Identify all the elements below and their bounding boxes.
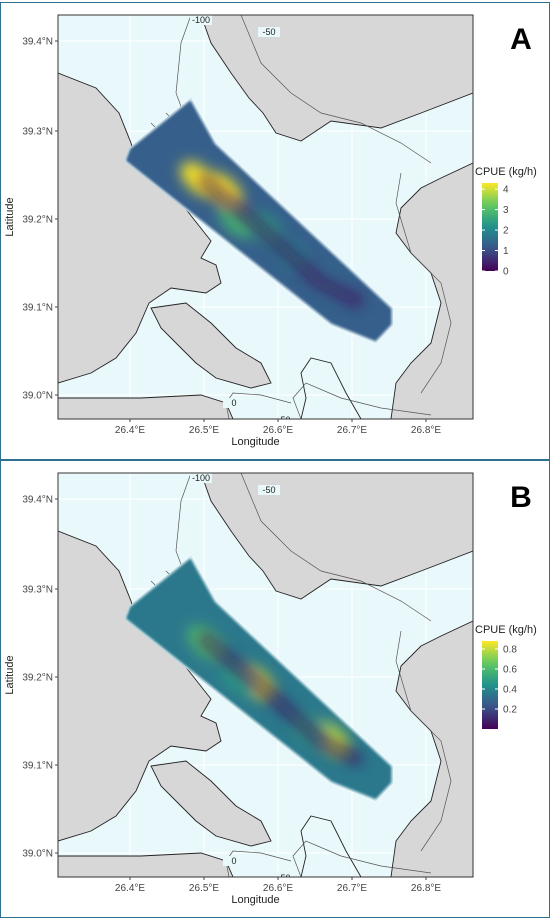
x-tick-label: 26.8°E (411, 425, 441, 436)
y-tick-label: 39.2°N (22, 673, 53, 684)
legend-tick-label: 0.6 (503, 665, 517, 676)
legend-colorbar (482, 183, 498, 271)
contour-0m (292, 840, 432, 877)
coastline (300, 815, 362, 877)
x-axis-title: Longitude (231, 894, 279, 906)
cpue-edge (124, 98, 393, 343)
x-tick-label: 26.7°E (337, 883, 367, 894)
contour-50m (240, 15, 432, 164)
contour-label-bg (223, 398, 245, 408)
cpue-low-streak (197, 632, 364, 766)
cpue-low-streak (197, 174, 364, 308)
x-tick-label: 26.4°E (115, 425, 145, 436)
coastline (300, 357, 362, 419)
land-north (200, 15, 473, 142)
contour-label: -50 (277, 873, 290, 883)
plot-frame (57, 14, 474, 420)
cpue-surface (124, 556, 393, 801)
y-tick-label: 39.0°N (22, 391, 53, 402)
contour-0m (292, 382, 432, 419)
map-area: -100 -50 0 -50 (58, 473, 473, 883)
x-tick-label: 26.8°E (411, 883, 441, 894)
y-axis-title: Latitude (4, 655, 16, 694)
legend-tick-label: 4 (503, 185, 509, 196)
contour-label-bg (223, 856, 245, 866)
map-panel-b: -100 -50 0 -50 26.4°E 26.5°E 26.6°E 26.7°E 26.8°… (0, 460, 550, 918)
x-tick-label: 26.7°E (337, 425, 367, 436)
land-east (390, 162, 473, 419)
y-tick-label: 39.0°N (22, 849, 53, 860)
contour-label-bg (190, 15, 212, 25)
land-west (58, 530, 222, 842)
contour-label: -100 (192, 473, 210, 483)
land-southwest (58, 394, 234, 419)
island (150, 302, 272, 389)
cpue-hotspot (218, 203, 255, 238)
legend-tick-label: 0 (503, 267, 509, 278)
y-axis-title: Latitude (4, 197, 16, 236)
y-tick-label: 39.3°N (22, 585, 53, 596)
contour-label-bg (273, 873, 295, 877)
legend-tick-label: 2 (503, 226, 509, 237)
x-tick-label: 26.5°E (189, 883, 219, 894)
contour-0m-west (225, 392, 292, 419)
contour-label: 0 (231, 856, 236, 866)
map-figure: -100 -50 0 -50 26.4°E 26.5°E 26.6°E 26.7°E 26.8°… (4, 14, 537, 448)
contour-label-bg (258, 27, 280, 37)
legend-tick-label: 0.4 (503, 685, 517, 696)
legend-tick-label: 3 (503, 205, 509, 216)
panel-letter: A (510, 23, 532, 56)
legend-title: CPUE (kg/h) (475, 624, 537, 636)
contour-label: -50 (262, 27, 275, 37)
legend-tick-label: 0.2 (503, 705, 517, 716)
x-axis-title: Longitude (231, 436, 279, 448)
panel-letter: B (510, 481, 532, 514)
y-tick-label: 39.1°N (22, 761, 53, 772)
y-tick-label: 39.3°N (22, 127, 53, 138)
contour-label: 0 (231, 398, 236, 408)
contour-50m (240, 473, 432, 622)
land-north (200, 473, 473, 600)
x-tick-label: 26.4°E (115, 883, 145, 894)
y-tick-label: 39.4°N (22, 495, 53, 506)
plot-frame (57, 472, 474, 878)
y-tick-label: 39.2°N (22, 215, 53, 226)
legend-tick-label: 1 (503, 246, 509, 257)
contour-east (395, 630, 452, 852)
x-tick-label: 26.6°E (263, 883, 293, 894)
contour-east (395, 172, 452, 394)
map-figure: -100 -50 0 -50 26.4°E 26.5°E 26.6°E 26.7°E 26.8°… (4, 472, 537, 906)
map-panel-a: -100 -50 0 -50 26.4°E 26.5°E 26.6°E 26.7°E 26.8°… (0, 2, 550, 460)
y-tick-label: 39.1°N (22, 303, 53, 314)
contour-label: -50 (277, 415, 290, 425)
contour-label: -50 (262, 485, 275, 495)
legend-colorbar (482, 641, 498, 729)
land-west (58, 72, 222, 384)
contour-0m-west (225, 850, 292, 877)
legend-title: CPUE (kg/h) (475, 166, 537, 178)
x-tick-label: 26.6°E (263, 425, 293, 436)
contour-label-bg (273, 415, 295, 419)
contour-label: -100 (192, 15, 210, 25)
land-southwest (58, 852, 234, 877)
contour-label-bg (190, 473, 212, 483)
legend-tick-label: 0.8 (503, 645, 517, 656)
y-tick-label: 39.4°N (22, 37, 53, 48)
cpue-hotspot (220, 659, 257, 695)
x-tick-label: 26.5°E (189, 425, 219, 436)
cpue-surface (124, 98, 393, 343)
island (150, 760, 272, 847)
contour-label-bg (258, 485, 280, 495)
land-east (390, 620, 473, 877)
map-area: -100 -50 0 -50 (58, 15, 473, 425)
